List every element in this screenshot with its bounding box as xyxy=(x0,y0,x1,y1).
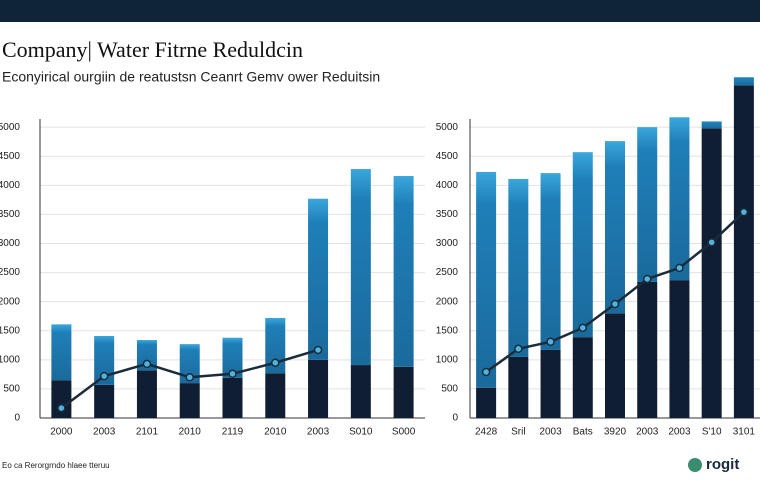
bar-segment xyxy=(393,176,414,367)
y-tick-label: 1000 xyxy=(436,354,459,365)
x-tick-label: 2010 xyxy=(179,427,202,438)
y-tick-label: 3000 xyxy=(0,238,20,249)
y-tick-label: 1500 xyxy=(436,325,459,336)
bar-segment xyxy=(476,387,497,418)
y-tick-label: 0 xyxy=(14,413,20,424)
y-tick-label: 1000 xyxy=(0,354,20,365)
bar-segment xyxy=(572,337,593,418)
trend-point xyxy=(578,323,588,333)
trend-point xyxy=(99,371,109,381)
y-tick-label: 500 xyxy=(441,384,458,395)
bar-segment xyxy=(51,380,72,418)
bar-segment xyxy=(637,281,658,418)
x-tick-label: S000 xyxy=(392,427,416,438)
x-tick-label: 2428 xyxy=(475,427,498,438)
y-tick-label: 5000 xyxy=(436,122,459,133)
bar-segment xyxy=(222,377,243,418)
trend-point xyxy=(57,403,66,413)
y-tick-label: 3000 xyxy=(436,238,459,249)
trend-point xyxy=(546,337,555,347)
chart-subtitle: Econyirical ourgiin de reatustsn Ceanrt … xyxy=(2,69,380,85)
bar-segment xyxy=(572,152,593,338)
bar-segment xyxy=(733,77,754,86)
bar-segment xyxy=(669,117,690,281)
bar-segment xyxy=(179,344,200,384)
bar-segment xyxy=(350,169,371,366)
trend-point xyxy=(514,344,523,354)
y-tick-label: 2000 xyxy=(0,296,20,307)
y-tick-label: 0 xyxy=(452,413,458,424)
trend-point xyxy=(610,299,620,309)
bar-segment xyxy=(265,373,286,418)
y-tick-label: 3500 xyxy=(0,209,20,220)
bar-segment xyxy=(669,280,690,418)
y-tick-label: 4000 xyxy=(436,180,459,191)
bar-segment xyxy=(136,370,157,418)
bar-segment xyxy=(350,365,371,418)
bar-segment xyxy=(701,121,722,129)
bar-segment xyxy=(733,85,754,418)
x-tick-label: 2003 xyxy=(636,427,659,438)
y-tick-label: 4000 xyxy=(0,180,20,191)
y-tick-label: 2000 xyxy=(436,296,459,307)
bar-segment xyxy=(94,384,115,418)
bar-segment xyxy=(605,313,625,418)
bar-segment xyxy=(94,335,115,385)
y-tick-label: 5000 xyxy=(0,122,20,133)
trend-point xyxy=(142,359,152,369)
y-tick-label: 500 xyxy=(3,384,20,395)
bar-segment xyxy=(308,359,329,418)
trend-point xyxy=(481,367,491,377)
trend-point xyxy=(675,263,684,273)
source: Eo ca Rerorgrndo hlaee tteruu xyxy=(2,461,110,470)
trend-point xyxy=(185,373,194,382)
y-tick-label: 4500 xyxy=(0,151,20,162)
bar-segment xyxy=(605,141,625,314)
x-tick-label: 2003 xyxy=(539,427,562,438)
chart-title: Company| Water Fitrne Reduldcin xyxy=(2,37,303,62)
y-tick-label: 3500 xyxy=(436,209,459,220)
x-tick-label: 2003 xyxy=(668,427,691,438)
bar-segment xyxy=(508,178,529,357)
x-tick-label: 3920 xyxy=(604,427,627,438)
trend-point xyxy=(228,369,237,379)
bar-segment xyxy=(508,356,529,418)
y-tick-label: 1500 xyxy=(0,325,20,336)
y-tick-label: 4500 xyxy=(436,151,459,162)
x-tick-label: Sril xyxy=(511,427,525,438)
x-tick-label: 2003 xyxy=(307,427,330,438)
x-tick-label: S010 xyxy=(349,427,373,438)
bar-segment xyxy=(308,198,329,360)
x-tick-label: 2000 xyxy=(50,427,73,438)
x-tick-label: 2119 xyxy=(222,427,244,438)
bar-segment xyxy=(701,128,722,418)
trend-point xyxy=(707,238,716,247)
bar-segment xyxy=(393,366,414,418)
y-tick-label: 2500 xyxy=(0,267,20,278)
bar-segment xyxy=(637,127,658,282)
trend-point xyxy=(271,358,280,367)
bar-segment xyxy=(179,383,200,418)
x-tick-label: 2010 xyxy=(264,427,287,438)
bar-segment xyxy=(265,317,286,374)
bar-segment xyxy=(540,173,561,350)
bar-segment xyxy=(51,324,72,381)
x-tick-label: 2003 xyxy=(93,427,116,438)
x-tick-label: 3101 xyxy=(733,427,756,438)
bar-segment xyxy=(136,340,157,371)
x-tick-label: S'10 xyxy=(702,427,722,438)
trend-point xyxy=(313,345,323,355)
x-tick-label: Bats xyxy=(573,427,593,438)
logo xyxy=(688,458,702,472)
brand: rogit xyxy=(706,456,739,473)
bar-segment xyxy=(476,171,497,388)
bar-segment xyxy=(222,337,243,378)
top-bar xyxy=(0,0,760,22)
bar-segment xyxy=(540,349,561,418)
trend-point xyxy=(642,274,652,284)
x-tick-label: 2101 xyxy=(136,427,159,438)
trend-point xyxy=(739,207,749,217)
y-tick-label: 2500 xyxy=(436,267,459,278)
